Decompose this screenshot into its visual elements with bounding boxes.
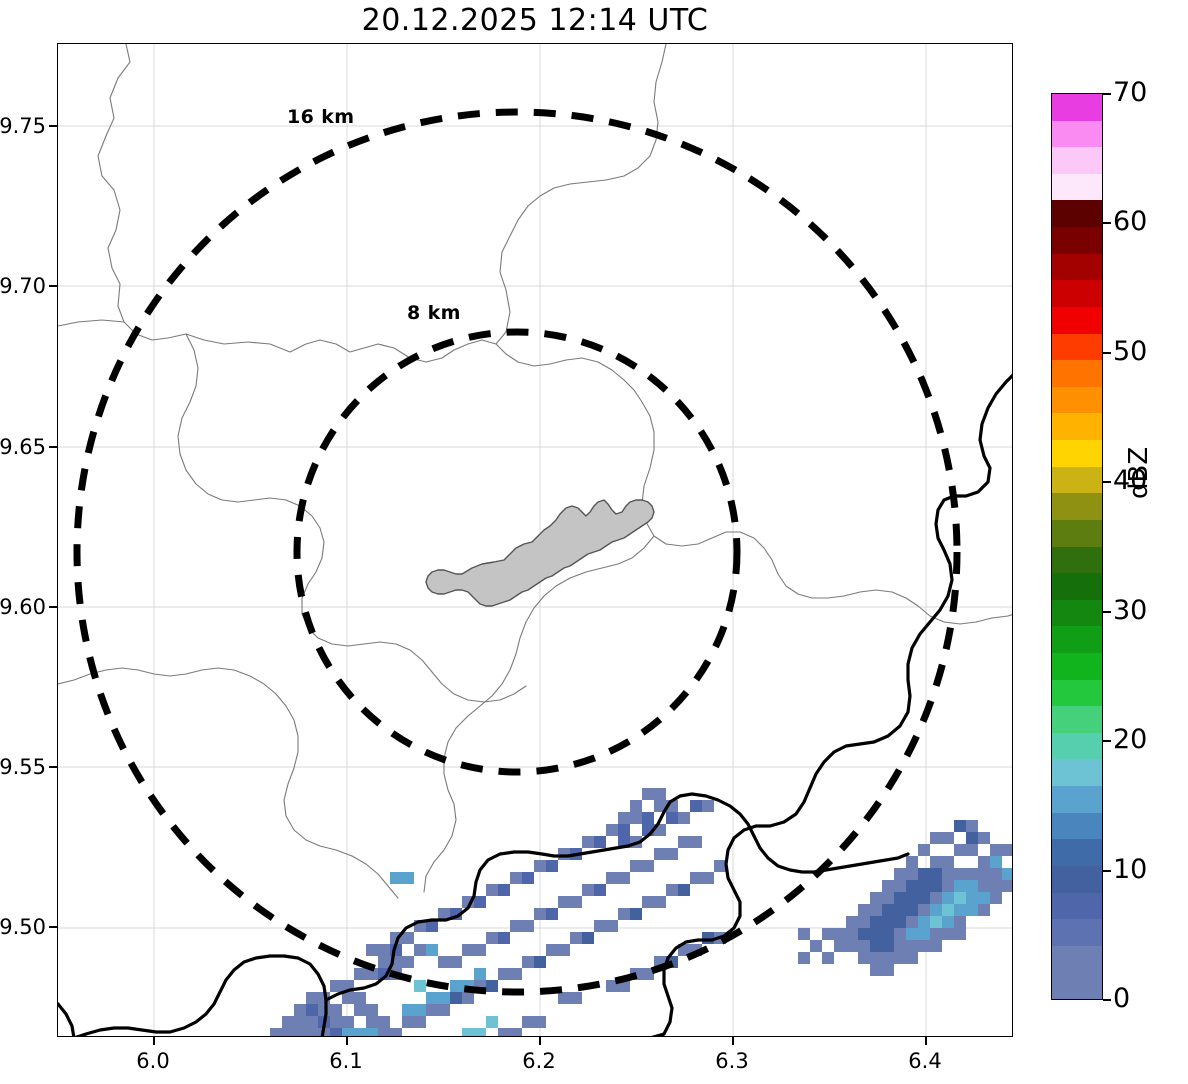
xtick-label-64: 6.4 [908, 1049, 942, 1073]
colorbar-band-5 [1052, 838, 1102, 866]
cbar-tick-label-0: 0 [1113, 983, 1131, 1014]
range-rings [73, 108, 961, 996]
ytick-label-4960: 49.60 [0, 595, 46, 619]
colorbar-band-21 [1052, 412, 1102, 441]
ytick-mark-4965 [49, 446, 57, 448]
xtick-mark-61 [346, 1037, 348, 1045]
ytick-mark-4950 [49, 926, 57, 928]
colorbar-band-23 [1052, 359, 1102, 387]
colorbar-band-25 [1052, 305, 1102, 334]
colorbar-band-9 [1052, 731, 1102, 760]
colorbar-band-12 [1052, 651, 1102, 680]
ytick-label-4955: 49.55 [0, 755, 46, 779]
range-ring-8km [293, 328, 741, 776]
colorbar-band-6 [1052, 811, 1102, 840]
colorbar-band-27 [1052, 252, 1102, 281]
colorbar[interactable] [1051, 93, 1103, 1000]
ytick-label-4950: 49.50 [0, 915, 46, 939]
colorbar-band-18 [1052, 492, 1102, 520]
cbar-tick-0 [1103, 999, 1111, 1001]
cbar-tick-60 [1103, 222, 1111, 224]
xtick-mark-60 [153, 1037, 155, 1045]
cbar-tick-label-30: 30 [1113, 595, 1148, 626]
cbar-tick-70 [1103, 93, 1111, 95]
colorbar-band-7 [1052, 784, 1102, 813]
colorbar-axis-label: dBZ [1124, 446, 1154, 499]
colorbar-band-31 [1052, 146, 1102, 174]
national-border [58, 373, 1012, 1036]
colorbar-band-24 [1052, 332, 1102, 361]
xtick-mark-63 [732, 1037, 734, 1045]
colorbar-band-11 [1052, 678, 1102, 707]
cbar-tick-label-20: 20 [1113, 724, 1148, 755]
range-ring-label-16km: 16 km [287, 106, 355, 128]
xtick-mark-62 [539, 1037, 541, 1045]
page-title: 20.12.2025 12:14 UTC [361, 3, 709, 38]
colorbar-band-28 [1052, 226, 1102, 254]
cbar-tick-30 [1103, 611, 1111, 613]
colorbar-band-26 [1052, 279, 1102, 307]
ytick-mark-4955 [49, 766, 57, 768]
cbar-tick-label-60: 60 [1113, 206, 1148, 237]
colorbar-band-17 [1052, 518, 1102, 547]
colorbar-band-0 [1052, 971, 1102, 999]
map-plot-area[interactable]: 16 km 8 km [57, 43, 1013, 1037]
cbar-tick-label-40: 40 [1113, 465, 1148, 496]
colorbar-band-10 [1052, 705, 1102, 733]
ytick-mark-4970 [49, 285, 57, 287]
map-canvas [58, 44, 1012, 1036]
colorbar-band-22 [1052, 385, 1102, 414]
luxembourg-city-polygon [425, 499, 655, 607]
colorbar-band-33 [1052, 94, 1102, 121]
colorbar-band-8 [1052, 758, 1102, 787]
ytick-label-4965: 49.65 [0, 435, 46, 459]
colorbar-band-30 [1052, 172, 1102, 201]
ytick-label-4975: 49.75 [0, 114, 46, 138]
xtick-label-62: 6.2 [522, 1049, 556, 1073]
xtick-label-60: 6.0 [136, 1049, 170, 1073]
colorbar-band-13 [1052, 625, 1102, 653]
admin-boundaries [58, 44, 1012, 899]
xtick-mark-64 [925, 1037, 927, 1045]
cbar-tick-20 [1103, 740, 1111, 742]
grid-lines [58, 44, 1012, 1036]
cbar-tick-label-70: 70 [1113, 77, 1148, 108]
colorbar-band-20 [1052, 438, 1102, 467]
cbar-tick-label-50: 50 [1113, 336, 1148, 367]
xtick-label-61: 6.1 [329, 1049, 363, 1073]
colorbar-band-3 [1052, 891, 1102, 920]
colorbar-band-19 [1052, 465, 1102, 494]
cbar-tick-label-10: 10 [1113, 854, 1148, 885]
cbar-tick-40 [1103, 481, 1111, 483]
ytick-label-4970: 49.70 [0, 274, 46, 298]
xtick-label-63: 6.3 [715, 1049, 749, 1073]
colorbar-band-14 [1052, 598, 1102, 627]
colorbar-band-2 [1052, 918, 1102, 946]
cbar-tick-10 [1103, 870, 1111, 872]
ytick-mark-4960 [49, 606, 57, 608]
cbar-tick-50 [1103, 352, 1111, 354]
colorbar-band-15 [1052, 572, 1102, 600]
colorbar-band-32 [1052, 119, 1102, 148]
range-ring-label-8km: 8 km [407, 302, 461, 324]
radar-echo-cells [270, 788, 1012, 1036]
ytick-mark-4975 [49, 125, 57, 127]
colorbar-band-29 [1052, 199, 1102, 228]
colorbar-band-4 [1052, 864, 1102, 893]
colorbar-band-1 [1052, 944, 1102, 973]
range-ring-16km [73, 108, 961, 996]
colorbar-band-16 [1052, 545, 1102, 574]
